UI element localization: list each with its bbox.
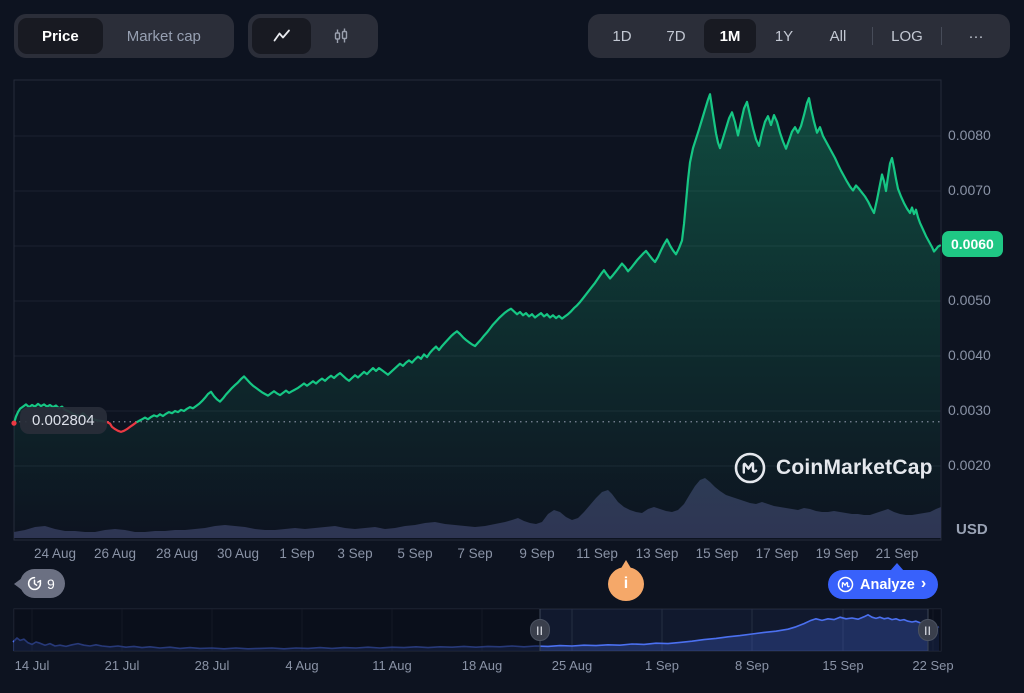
range-button-1y[interactable]: 1Y [774, 27, 794, 45]
navigator-tick-label: 28 Jul [194, 658, 230, 673]
x-tick-label: 3 Sep [337, 546, 373, 561]
history-count: 9 [47, 575, 55, 592]
navigator-tick-label: 8 Sep [735, 658, 769, 673]
y-tick-label: 0.0040 [948, 347, 991, 363]
x-tick-label: 17 Sep [755, 546, 799, 561]
chevron-right-icon: › [920, 575, 927, 592]
navigator-tick-label: 1 Sep [645, 658, 679, 673]
analyze-logo-icon [837, 576, 854, 593]
x-tick-label: 21 Sep [875, 546, 919, 561]
x-tick-label: 5 Sep [397, 546, 433, 561]
navigator-left-handle[interactable]: || [530, 619, 550, 641]
navigator-tick-label: 21 Jul [104, 658, 140, 673]
analyze-button-label: Analyze [860, 576, 915, 593]
analyze-button[interactable]: Analyze › [828, 563, 939, 599]
line-chart-icon [272, 27, 292, 45]
watermark-text: CoinMarketCap [776, 456, 933, 479]
history-button[interactable]: 9 [14, 569, 65, 598]
analyze-button-tail [890, 563, 904, 571]
navigator-tick-label: 4 Aug [285, 658, 319, 673]
market-cap-tab-label: Market cap [126, 27, 201, 45]
metric-toggle-group: Price Market cap [14, 14, 234, 58]
history-pill-tail [14, 578, 22, 590]
x-tick-label: 28 Aug [155, 546, 199, 561]
market-cap-tab[interactable]: Market cap [103, 18, 225, 54]
y-tick-label: 0.0070 [948, 182, 991, 198]
candlestick-icon [331, 27, 351, 46]
history-clock-icon [27, 576, 42, 591]
watermark: CoinMarketCap [733, 451, 933, 485]
x-tick-label: 9 Sep [519, 546, 555, 561]
navigator-tick-label: 18 Aug [461, 658, 503, 673]
line-chart-toggle[interactable] [252, 18, 311, 54]
price-tab[interactable]: Price [18, 18, 103, 54]
y-tick-label: 0.0020 [948, 457, 991, 473]
range-button-group: 1D 7D 1M 1Y All LOG ··· [588, 14, 1010, 58]
navigator-tick-label: 25 Aug [551, 658, 593, 673]
x-tick-label: 7 Sep [457, 546, 493, 561]
currency-label: USD [956, 521, 988, 538]
separator [941, 27, 942, 45]
y-tick-label: 0.0080 [948, 127, 991, 143]
navigator-tick-label: 22 Sep [912, 658, 954, 673]
x-tick-label: 13 Sep [635, 546, 679, 561]
info-marker-tip [620, 560, 632, 570]
log-scale-button[interactable]: LOG [891, 27, 923, 45]
candlestick-toggle[interactable] [311, 18, 370, 54]
x-tick-label: 1 Sep [279, 546, 315, 561]
baseline-price-label: 0.002804 [20, 407, 107, 434]
current-price-badge: 0.0060 [942, 231, 1003, 257]
range-button-all[interactable]: All [829, 27, 847, 45]
x-tick-label: 30 Aug [216, 546, 260, 561]
x-tick-label: 24 Aug [33, 546, 77, 561]
x-tick-label: 11 Sep [576, 546, 618, 561]
chart-type-toggle-group [248, 14, 378, 58]
navigator-right-handle[interactable]: || [918, 619, 938, 641]
price-tab-label: Price [42, 27, 79, 45]
more-options-button[interactable]: ··· [968, 27, 984, 45]
info-icon: i [623, 575, 629, 592]
x-tick-label: 26 Aug [93, 546, 137, 561]
navigator-tick-label: 14 Jul [14, 658, 50, 673]
info-marker[interactable]: i [608, 560, 644, 601]
range-button-1m[interactable]: 1M [704, 19, 756, 53]
navigator-tick-label: 11 Aug [372, 658, 412, 673]
range-button-7d[interactable]: 7D [666, 27, 686, 45]
y-tick-label: 0.0050 [948, 292, 991, 308]
x-tick-label: 19 Sep [815, 546, 859, 561]
coinmarketcap-logo-icon [733, 451, 767, 485]
x-tick-label: 15 Sep [695, 546, 739, 561]
separator [872, 27, 873, 45]
navigator-tick-label: 15 Sep [822, 658, 864, 673]
y-tick-label: 0.0030 [948, 402, 991, 418]
range-button-1d[interactable]: 1D [612, 27, 632, 45]
